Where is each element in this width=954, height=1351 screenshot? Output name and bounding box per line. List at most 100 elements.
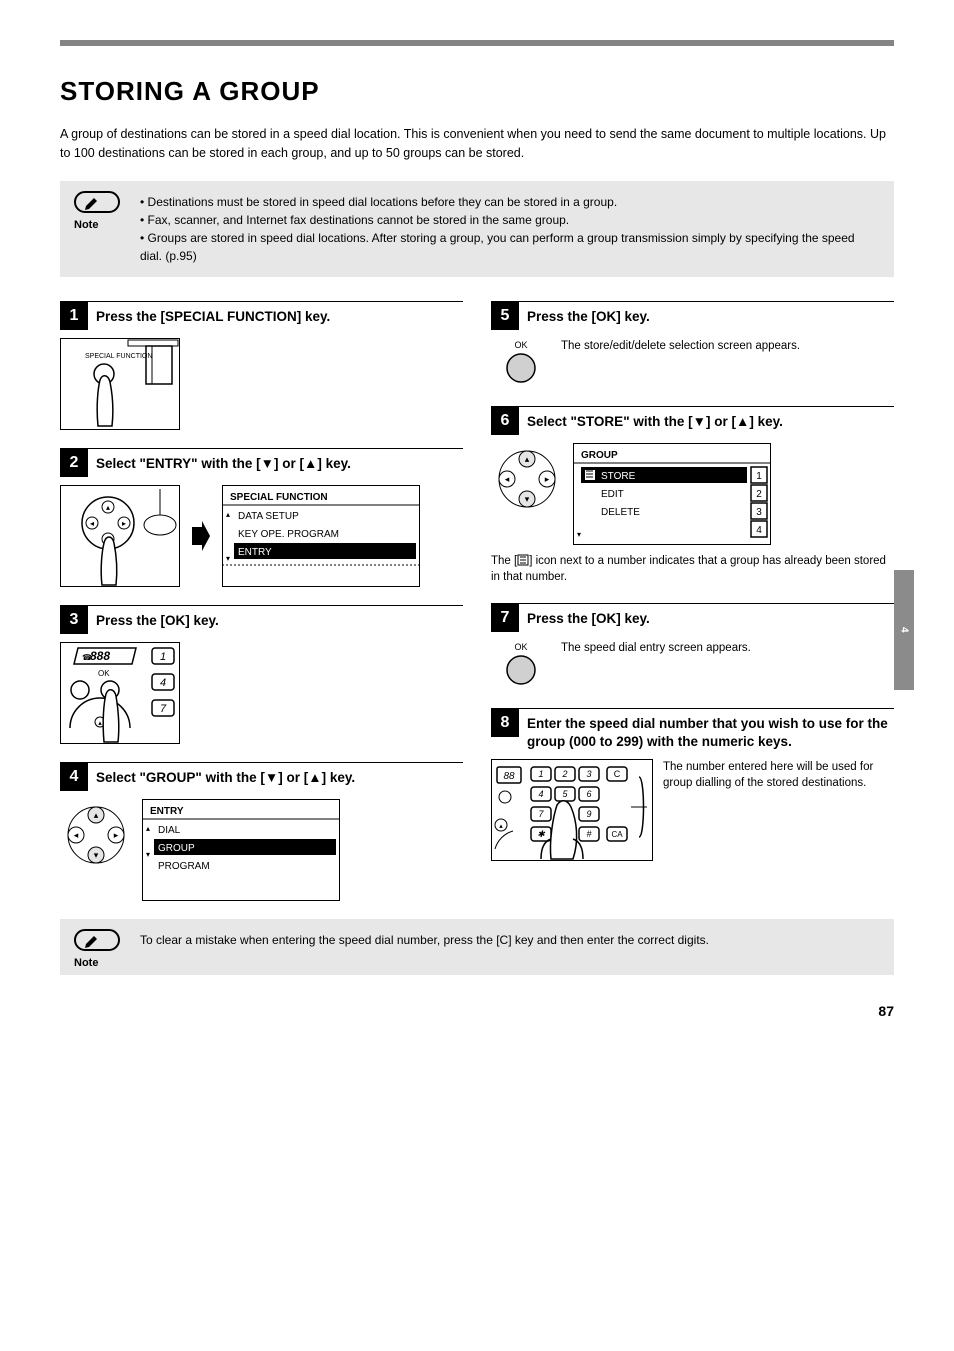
step-number: 2 bbox=[60, 449, 88, 477]
step-title: Press the [OK] key. bbox=[96, 608, 219, 630]
page-title: STORING A GROUP bbox=[60, 76, 894, 107]
svg-text:888: 888 bbox=[90, 649, 110, 663]
step-number: 1 bbox=[60, 302, 88, 330]
ok-button-icon: OK bbox=[491, 338, 551, 388]
step-number: 6 bbox=[491, 407, 519, 435]
step-body: The speed dial entry screen appears. bbox=[561, 640, 751, 656]
chapter-tab: 4 bbox=[894, 570, 914, 690]
step-title: Enter the speed dial number that you wis… bbox=[527, 711, 894, 751]
note-label: Note bbox=[74, 219, 98, 231]
note-text: To clear a mistake when entering the spe… bbox=[140, 931, 878, 949]
step-8: 8 Enter the speed dial number that you w… bbox=[491, 708, 894, 861]
step-2: 2 Select "ENTRY" with the [▼] or [▲] key… bbox=[60, 448, 463, 587]
step-body: The store/edit/delete selection screen a… bbox=[561, 338, 800, 354]
svg-text:1: 1 bbox=[756, 471, 762, 482]
svg-text:OK: OK bbox=[514, 340, 527, 350]
menu-header: ENTRY bbox=[150, 806, 184, 817]
menu-item: ENTRY bbox=[238, 547, 272, 558]
svg-text:▴: ▴ bbox=[525, 454, 530, 464]
step-title: Press the [OK] key. bbox=[527, 606, 650, 628]
svg-text:4: 4 bbox=[756, 525, 762, 536]
intro-text: A group of destinations can be stored in… bbox=[60, 125, 894, 163]
nav-ring-diagram: ▴ ▾ ◂ ▸ bbox=[60, 799, 132, 871]
svg-text:2: 2 bbox=[561, 769, 567, 779]
menu-item: DATA SETUP bbox=[238, 511, 299, 522]
svg-text:7: 7 bbox=[160, 703, 167, 715]
svg-text:▴: ▴ bbox=[499, 823, 503, 830]
svg-text:SPECIAL FUNCTION: SPECIAL FUNCTION bbox=[85, 353, 152, 360]
ok-key-diagram: 888 ☎ 1 4 7 OK ▴ bbox=[60, 642, 180, 744]
note-line: • Groups are stored in speed dial locati… bbox=[140, 229, 878, 265]
menu-header: GROUP bbox=[581, 450, 618, 461]
svg-text:1: 1 bbox=[160, 651, 166, 663]
pencil-icon bbox=[74, 191, 120, 218]
svg-text:▸: ▸ bbox=[114, 830, 119, 840]
menu-item: DIAL bbox=[158, 825, 181, 836]
note-box-1: Note • Destinations must be stored in sp… bbox=[60, 181, 894, 277]
menu-header: SPECIAL FUNCTION bbox=[230, 492, 328, 503]
menu-item: PROGRAM bbox=[158, 861, 210, 872]
step-title: Select "STORE" with the [▼] or [▲] key. bbox=[527, 409, 783, 431]
step-7: 7 Press the [OK] key. OK The speed dial … bbox=[491, 603, 894, 690]
right-column: 5 Press the [OK] key. OK The store/edit/… bbox=[491, 301, 894, 919]
svg-text:9: 9 bbox=[586, 809, 591, 819]
step-note: The [] icon next to a number indicates t… bbox=[491, 553, 894, 585]
step-1: 1 Press the [SPECIAL FUNCTION] key. SPEC… bbox=[60, 301, 463, 430]
step-5: 5 Press the [OK] key. OK The store/edit/… bbox=[491, 301, 894, 388]
svg-text:▴: ▴ bbox=[106, 503, 110, 512]
pencil-icon bbox=[74, 929, 120, 956]
svg-text:▸: ▸ bbox=[122, 519, 126, 528]
svg-text:▾: ▾ bbox=[146, 850, 150, 859]
note-line: • Destinations must be stored in speed d… bbox=[140, 193, 878, 211]
step-body: The number entered here will be used for… bbox=[663, 759, 894, 791]
svg-text:▴: ▴ bbox=[98, 720, 102, 727]
step-number: 4 bbox=[60, 763, 88, 791]
svg-text:C: C bbox=[614, 769, 621, 779]
step-title: Press the [OK] key. bbox=[527, 304, 650, 326]
svg-text:◂: ◂ bbox=[74, 830, 79, 840]
menu-screen: SPECIAL FUNCTION ▴ DATA SETUP KEY OPE. P… bbox=[222, 485, 420, 587]
step-number: 5 bbox=[491, 302, 519, 330]
svg-text:◂: ◂ bbox=[90, 519, 94, 528]
nav-ring-diagram: ▴ ▾ ◂ ▸ bbox=[491, 443, 563, 515]
step-number: 8 bbox=[491, 709, 519, 737]
arrow-key-diagram: ▴ ▾ ◂ ▸ bbox=[60, 485, 180, 587]
svg-text:▾: ▾ bbox=[525, 494, 530, 504]
step-title: Select "GROUP" with the [▼] or [▲] key. bbox=[96, 765, 355, 787]
note-line: • Fax, scanner, and Internet fax destina… bbox=[140, 211, 878, 229]
svg-text:1: 1 bbox=[538, 769, 543, 779]
svg-text:2: 2 bbox=[756, 489, 762, 500]
numeric-keypad-diagram: 88 ▴ 123C 456 79 ✱#CA bbox=[491, 759, 653, 861]
svg-text:▸: ▸ bbox=[545, 474, 550, 484]
svg-text:3: 3 bbox=[586, 769, 591, 779]
special-function-key-diagram: SPECIAL FUNCTION bbox=[60, 338, 180, 430]
note-box-2: Note To clear a mistake when entering th… bbox=[60, 919, 894, 975]
menu-item: KEY OPE. PROGRAM bbox=[238, 529, 339, 540]
svg-text:OK: OK bbox=[514, 642, 527, 652]
step-3: 3 Press the [OK] key. 888 ☎ 1 4 7 OK ▴ bbox=[60, 605, 463, 744]
svg-text:☎: ☎ bbox=[82, 653, 92, 662]
svg-text:▾: ▾ bbox=[94, 850, 99, 860]
svg-text:▾: ▾ bbox=[226, 554, 230, 563]
svg-text:▴: ▴ bbox=[146, 824, 150, 833]
svg-text:◂: ◂ bbox=[505, 474, 510, 484]
group-icon bbox=[517, 554, 529, 566]
svg-text:OK: OK bbox=[98, 669, 110, 678]
step-title: Press the [SPECIAL FUNCTION] key. bbox=[96, 304, 330, 326]
menu-item: EDIT bbox=[601, 489, 624, 500]
svg-text:▾: ▾ bbox=[577, 530, 581, 539]
menu-item: STORE bbox=[601, 471, 636, 482]
svg-text:3: 3 bbox=[756, 507, 762, 518]
svg-text:▴: ▴ bbox=[226, 510, 230, 519]
menu-screen: ENTRY ▴ DIAL GROUP ▾ PROGRAM bbox=[142, 799, 340, 901]
svg-text:6: 6 bbox=[586, 789, 591, 799]
top-divider bbox=[60, 40, 894, 46]
svg-text:88: 88 bbox=[503, 771, 515, 782]
step-number: 7 bbox=[491, 604, 519, 632]
svg-text:4: 4 bbox=[160, 677, 166, 689]
step-6: 6 Select "STORE" with the [▼] or [▲] key… bbox=[491, 406, 894, 585]
page-number: 87 bbox=[878, 1003, 894, 1019]
note-label: Note bbox=[74, 957, 98, 969]
svg-text:CA: CA bbox=[611, 830, 623, 839]
step-title: Select "ENTRY" with the [▼] or [▲] key. bbox=[96, 451, 351, 473]
